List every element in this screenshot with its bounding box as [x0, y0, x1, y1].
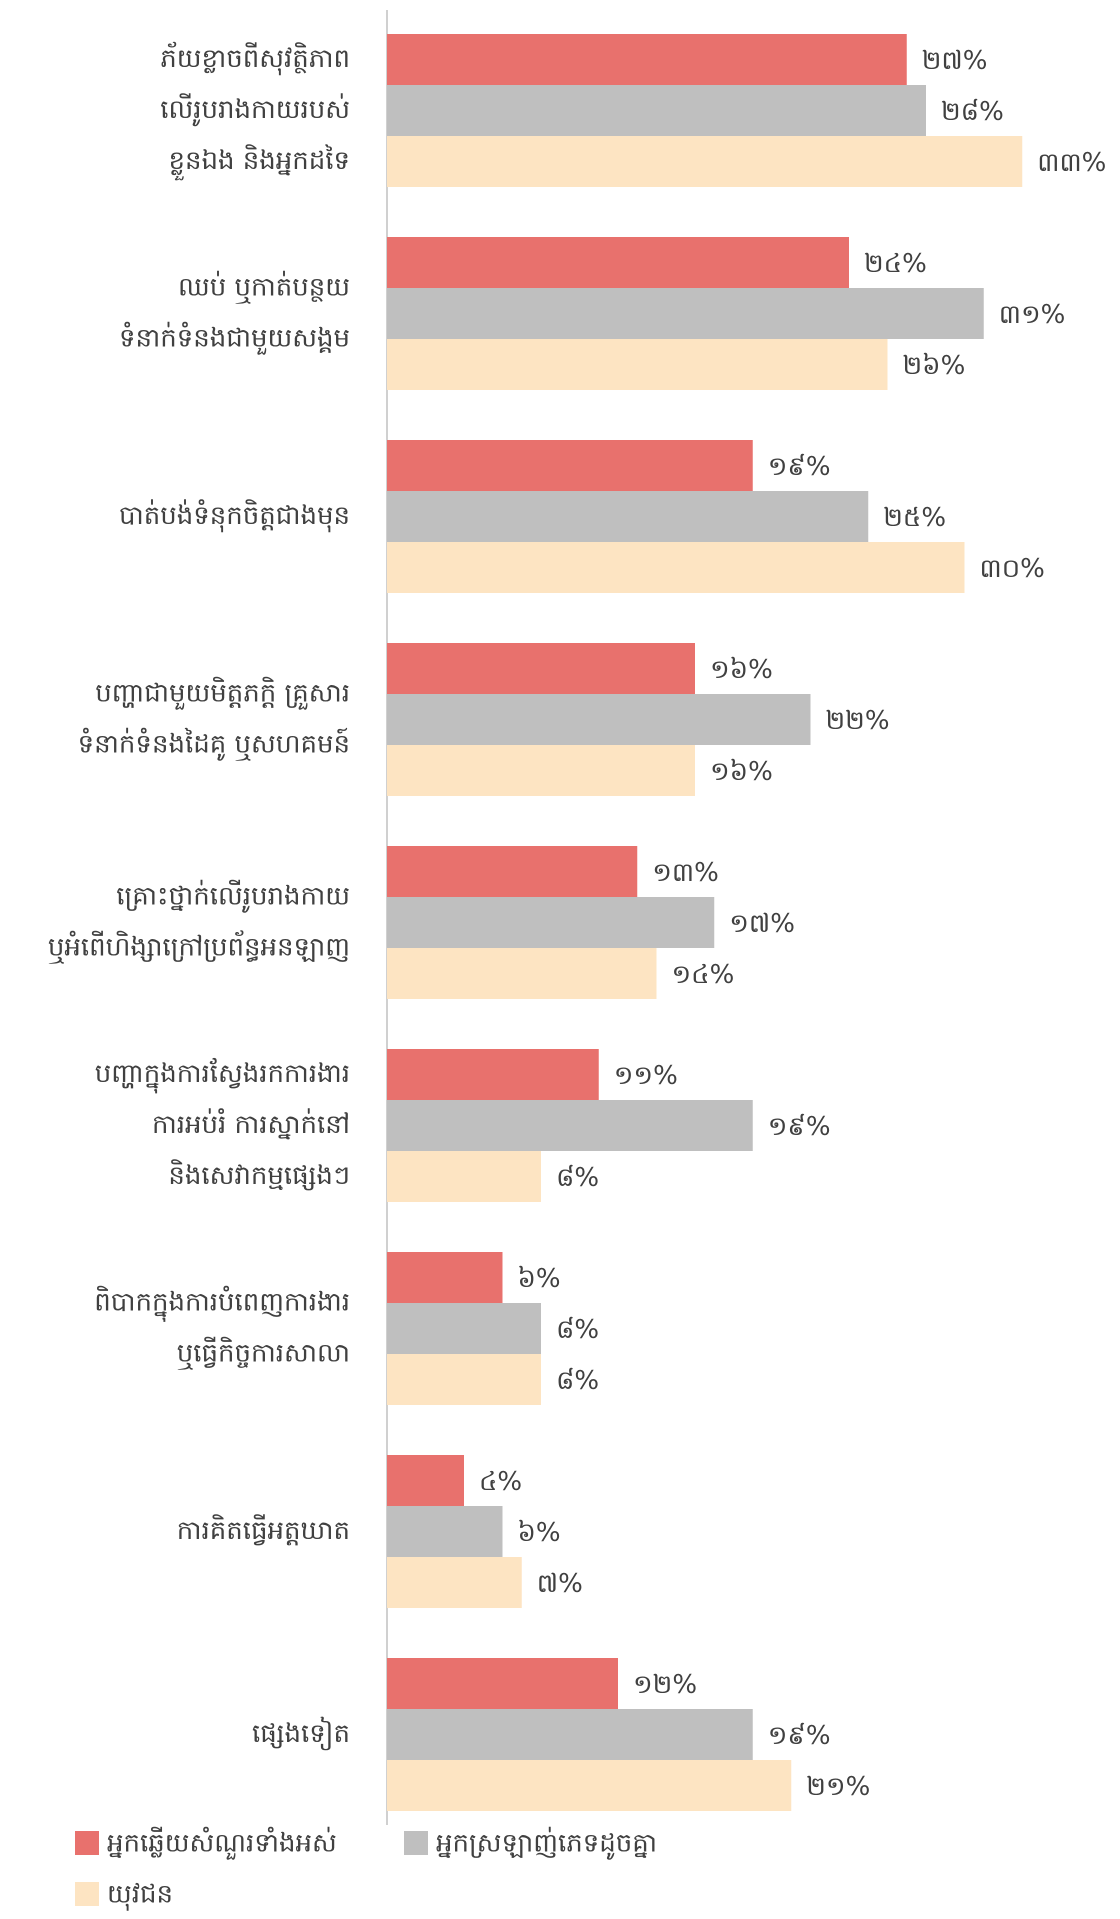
bar — [387, 542, 965, 593]
bar — [387, 491, 869, 542]
legend-label: អ្នកឆ្លើយសំណួរទាំងអស់ — [107, 1827, 337, 1861]
value-label: ១៧% — [729, 909, 795, 939]
bar — [387, 745, 695, 796]
bar — [387, 694, 811, 745]
value-label: ២១% — [806, 1772, 870, 1802]
value-label: ១៩% — [768, 452, 831, 482]
legend-swatch — [75, 1831, 99, 1855]
bar — [387, 897, 715, 948]
value-label: ៦% — [518, 1264, 561, 1294]
value-label: ៤% — [479, 1467, 522, 1497]
value-label: ១៩% — [768, 1721, 831, 1751]
category-label: ភ័យខ្លាចពីសុវត្ថិភាព — [160, 41, 350, 76]
category-label: ទំនាក់ទំនងដៃគូ ឬសហគមន៍ — [78, 728, 350, 762]
value-label: ៨% — [556, 1163, 599, 1193]
bar — [387, 846, 638, 897]
category-label: ការគិតធ្វើអត្តឃាត — [177, 1514, 350, 1546]
value-label: ១២% — [633, 1670, 697, 1700]
bar — [387, 440, 753, 491]
value-label: ២២% — [826, 706, 890, 736]
bar — [387, 1354, 541, 1405]
category-label: ឈប់ ឬកាត់បន្ថយ — [178, 271, 350, 305]
value-label: ៨% — [556, 1315, 599, 1345]
value-label: ២៥% — [883, 503, 946, 533]
value-label: ២៧% — [922, 46, 988, 76]
category-label: ការអប់រំ ការស្នាក់នៅ — [152, 1108, 350, 1140]
legend-swatch — [404, 1831, 428, 1855]
value-label: ២៦% — [903, 351, 966, 381]
bar — [387, 1658, 618, 1709]
category-label: ផ្សេងទៀត — [252, 1716, 350, 1751]
category-label: បញ្ហាជាមួយមិត្តភក្តិ គ្រួសារ — [95, 677, 350, 711]
bar — [387, 339, 888, 390]
bar — [387, 1303, 541, 1354]
category-label: ពិបាកក្នុងការបំពេញការងារ — [94, 1286, 350, 1323]
value-label: ៣០% — [980, 554, 1045, 584]
bar — [387, 136, 1023, 187]
legend-label: អ្នកស្រឡាញ់ភេទដូចគ្នា — [436, 1827, 657, 1861]
category-label: និងសេវាកម្មផ្សេងៗ — [168, 1159, 350, 1191]
legend-swatch — [75, 1882, 99, 1906]
category-label: ឬធ្វើកិច្ចការសាលា — [177, 1337, 350, 1371]
category-label: ឬអំពើហិង្សាក្រៅប្រព័ន្ធអនឡាញ — [48, 930, 350, 965]
value-label: ១៩% — [768, 1112, 831, 1142]
bar — [387, 1760, 792, 1811]
bar — [387, 34, 907, 85]
category-label: បាត់បង់ទំនុកចិត្តជាងមុន — [119, 499, 350, 533]
value-label: ៨% — [556, 1366, 599, 1396]
value-label: ៣៣% — [1037, 148, 1106, 178]
bar — [387, 1455, 464, 1506]
value-label: ១៣% — [652, 858, 719, 888]
bar — [387, 1506, 503, 1557]
bar — [387, 948, 657, 999]
category-label: ទំនាក់ទំនងជាមួយសង្គម — [119, 322, 350, 356]
value-label: ១៤% — [672, 960, 735, 990]
legend-label: យុវជន — [107, 1880, 173, 1912]
bar — [387, 1557, 522, 1608]
category-label: លើរូបរាងកាយរបស់ — [160, 93, 350, 127]
value-label: ១៦% — [710, 655, 773, 685]
value-label: ៧% — [537, 1569, 583, 1599]
value-label: ២៤% — [864, 249, 927, 279]
value-label: ២៨% — [941, 97, 1004, 127]
value-label: ១៦% — [710, 757, 773, 787]
bar — [387, 1709, 753, 1760]
bar — [387, 237, 849, 288]
bar — [387, 1252, 503, 1303]
bar — [387, 1151, 541, 1202]
bar — [387, 1100, 753, 1151]
category-label: គ្រោះថ្នាក់លើរូបរាងកាយ — [116, 880, 350, 914]
category-label: បញ្ហាក្នុងការស្វែងរកការងារ — [95, 1057, 350, 1094]
bar — [387, 643, 695, 694]
value-label: ៦% — [518, 1518, 561, 1548]
bar — [387, 85, 926, 136]
value-label: ១១% — [614, 1061, 678, 1091]
bar — [387, 288, 984, 339]
value-label: ៣១% — [999, 300, 1066, 330]
category-label: ខ្លួនឯង និងអ្នកដទៃ — [168, 144, 350, 181]
bar — [387, 1049, 599, 1100]
